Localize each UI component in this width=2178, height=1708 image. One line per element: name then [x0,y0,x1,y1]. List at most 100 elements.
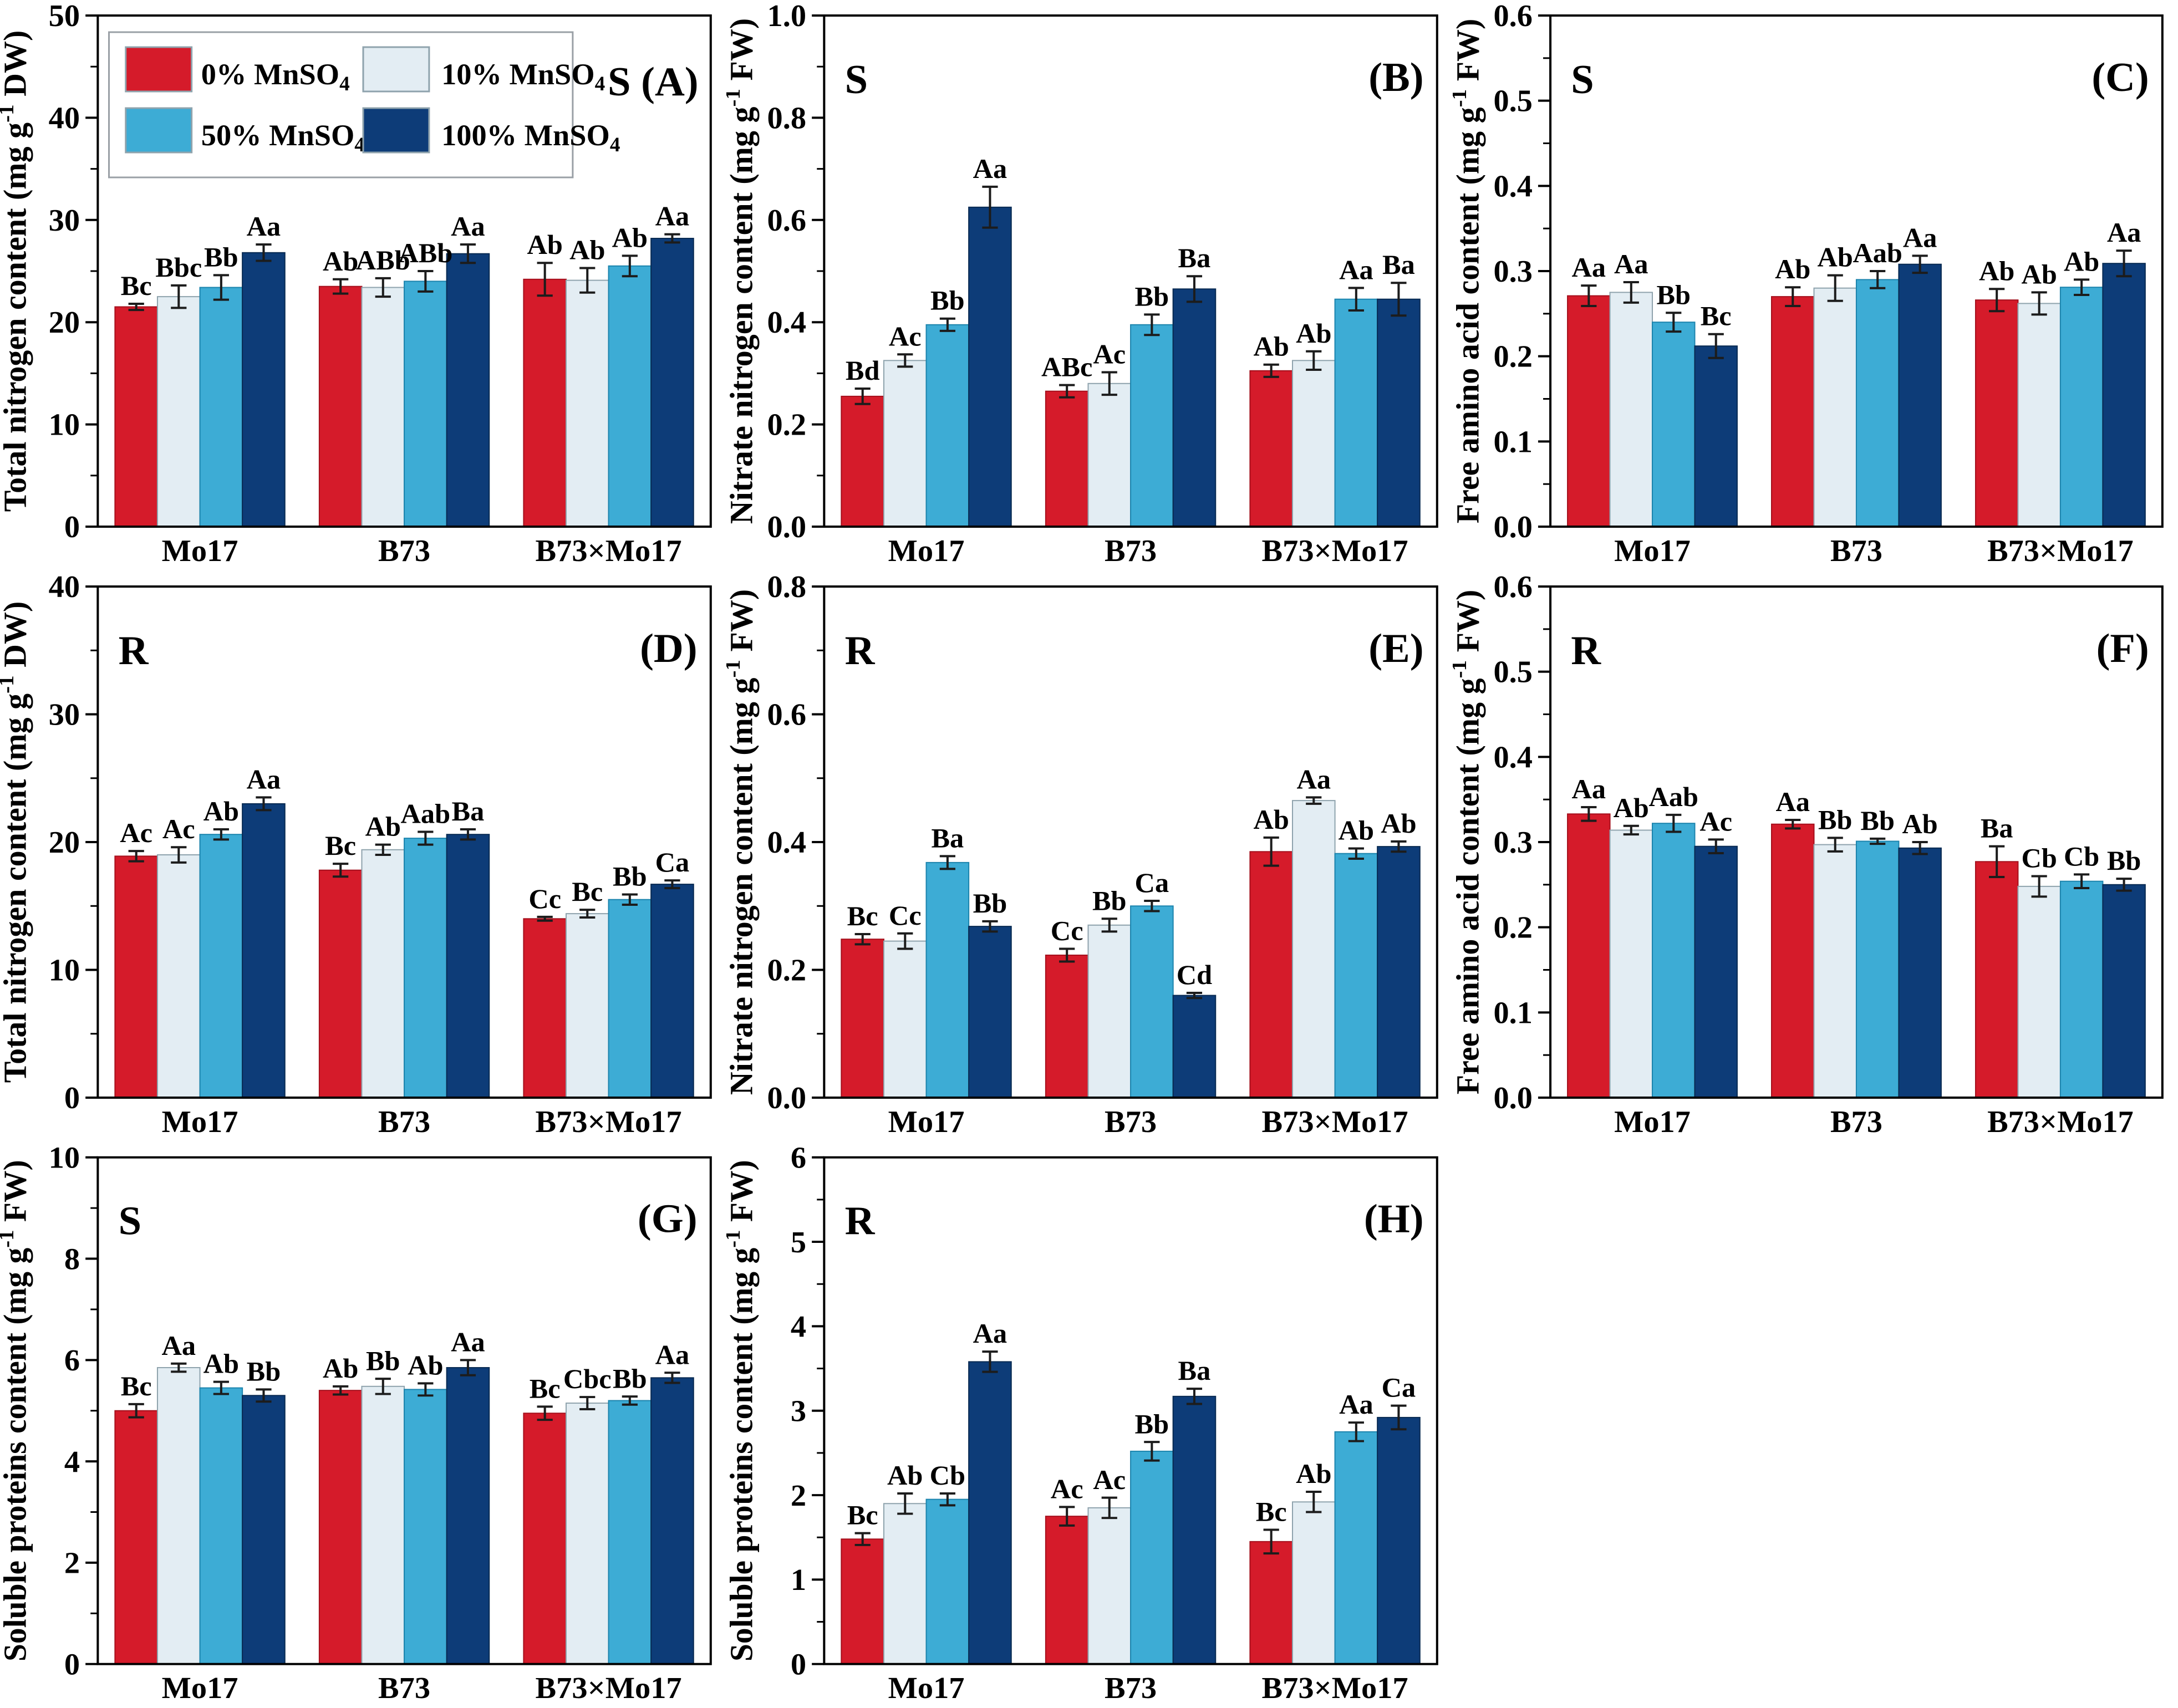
y-axis-ticks [1538,585,1551,1099]
sig-letter-C-B73-s1: Ab [1818,242,1853,273]
bar-F-B73×Mo17-10% [2017,885,2061,1099]
panel-e-chart: Bc Cc Ab Cc Bb Aa Ba Ca Ab Bb Cd Ab 0.0 0.2 0.4 0.6 0.8 M… [726,571,1438,1139]
sig-letter-E-B73-s3: Cd [1177,959,1212,990]
y-tick-label: 3 [791,1394,806,1428]
y-tick-label: 20 [49,305,80,340]
bar-G-B73-10% [361,1385,405,1665]
y-axis-title: Nitrate nitrogen content (mg g-1 FW) [726,18,759,524]
sig-letter-H-B73-s1: Ac [1093,1464,1126,1495]
bar-C-Mo17-50% [1651,322,1696,527]
bar-H-B73-0% [1045,1516,1089,1665]
y-axis-title: Total nitrogen content (mg g-1 DW) [0,601,33,1083]
y-tick-label: 0.3 [1493,825,1532,860]
y-tick-label: 0.6 [1493,571,1532,604]
bar-F-Mo17-0% [1567,813,1611,1098]
bar-A-Mo17-100% [242,252,286,527]
y-tick-label: 0.2 [1493,340,1532,374]
y-tick-label: 30 [49,698,80,732]
bar-E-Mo17-10% [883,940,927,1098]
sig-letter-A-B73×Mo17-s0: Ab [527,229,563,260]
bar-C-Mo17-0% [1567,295,1611,527]
x-category-label: B73×Mo17 [1262,1671,1408,1705]
x-category-label: B73 [378,534,430,568]
panel-corner-label: (H) [1364,1196,1424,1241]
x-category-label: B73 [378,1671,430,1705]
sig-letter-E-Mo17-s1: Cc [889,900,922,931]
tissue-label: R [845,1198,876,1243]
bar-G-B73×Mo17-50% [608,1400,652,1665]
panel-h-soluble-proteins-root: Bc Ac Bc Ab Ac Ab Cb Bb Aa Aa Ba Ca 0 1 2 3 4 5 6 Mo17 B73 B7… [726,1142,1453,1708]
bar-F-Mo17-10% [1609,829,1653,1098]
y-tick-label: 4 [791,1310,806,1344]
legend: 0% MnSO4 10% MnSO4 50% MnSO4 100% MnSO4 [108,31,620,179]
error-bars-group [128,796,680,922]
sig-letter-C-B73-s2: Aab [1853,237,1902,268]
bar-C-B73-50% [1855,279,1900,527]
legend-swatch-3 [362,107,430,154]
sig-letter-B-B73-s1: Ac [1093,339,1126,370]
y-tick-label: 0 [64,1648,80,1681]
sig-letter-G-Mo17-s2: Ab [203,1348,239,1379]
x-category-label: B73×Mo17 [1262,1105,1408,1139]
legend-swatch-0 [125,46,193,93]
sig-letter-G-Mo17-s3: Bb [247,1356,281,1387]
y-tick-label: 0.0 [767,1081,807,1115]
y-tick-label: 0.4 [767,825,807,860]
sig-letter-F-B73×Mo17-s2: Cb [2064,841,2099,872]
sig-letter-C-Mo17-s2: Bb [1656,279,1691,310]
sig-letter-H-B73-s0: Ac [1051,1474,1083,1505]
x-category-label: B73×Mo17 [1987,534,2134,568]
y-axis-tick-labels: 0 1 2 3 4 5 6 [791,1142,806,1681]
bar-B-B73×Mo17-0% [1249,370,1294,527]
sig-letter-B-B73-s2: Bb [1135,281,1169,312]
bars-group [114,803,694,1099]
panel-c-free-amino-acid-shoot: Aa Ab Ab Aa Ab Ab Bb Aab Ab Bc Aa Aa 0.0 0.1 0.2 0.3 0.4… [1453,0,2178,571]
bar-H-B73×Mo17-0% [1249,1541,1294,1665]
y-tick-label: 8 [64,1242,80,1276]
bars-group [841,206,1421,528]
y-tick-label: 4 [64,1445,80,1478]
bar-E-B73×Mo17-0% [1249,851,1294,1098]
bar-D-B73-0% [318,869,363,1098]
x-axis-labels: Mo17 B73 B73×Mo17 [1614,1105,2134,1139]
y-tick-label: 0.2 [767,408,807,442]
panel-a-total-nitrogen-shoot: Bc Ab Ab Bbc ABb Ab Bb ABb Ab Aa Aa Aa 0 10 20 30 40 50 Mo… [0,0,726,571]
x-category-label: B73×Mo17 [536,1105,682,1139]
bar-H-B73×Mo17-100% [1377,1416,1421,1665]
bars-group [841,800,1421,1099]
bar-A-B73-0% [318,285,363,527]
x-category-label: B73 [1105,1671,1157,1705]
bar-F-B73-100% [1898,847,1942,1098]
sig-letter-F-B73-s1: Bb [1818,804,1853,835]
y-axis-ticks [1538,14,1551,528]
y-axis-tick-labels: 0.0 0.2 0.4 0.6 0.8 [767,571,807,1115]
bar-A-B73-10% [361,287,405,527]
sig-letter-C-Mo17-s3: Bc [1701,300,1732,332]
x-category-label: B73 [378,1105,430,1139]
sig-letter-D-B73-s2: Aab [401,798,451,829]
bar-G-B73×Mo17-0% [523,1413,567,1665]
bar-C-Mo17-10% [1609,292,1653,528]
sig-letter-A-B73×Mo17-s3: Aa [655,201,690,232]
bars-group [1567,263,2146,528]
error-bars-group [128,233,680,312]
sig-letter-A-B73×Mo17-s1: Ab [569,234,605,266]
sig-letter-B-Mo17-s1: Ac [889,320,922,351]
x-category-label: B73 [1830,1105,1882,1139]
y-axis-ticks [85,1156,98,1665]
sig-letter-D-B73×Mo17-s1: Bc [572,876,603,907]
sig-letter-H-B73×Mo17-s3: Ca [1382,1372,1416,1403]
x-axis-labels: Mo17 B73 B73×Mo17 [162,534,682,568]
sig-letter-F-Mo17-s1: Ab [1614,792,1649,823]
y-tick-label: 0.0 [1493,510,1532,544]
y-tick-label: 0.2 [767,954,807,988]
bar-F-B73-10% [1813,844,1857,1098]
bar-C-B73×Mo17-100% [2102,263,2146,527]
sig-letter-F-B73×Mo17-s3: Bb [2107,845,2141,876]
sig-letter-A-B73-s3: Aa [451,211,485,242]
panel-corner-label: (E) [1368,626,1423,671]
y-axis-tick-labels: 0 10 20 30 40 50 [49,0,80,544]
